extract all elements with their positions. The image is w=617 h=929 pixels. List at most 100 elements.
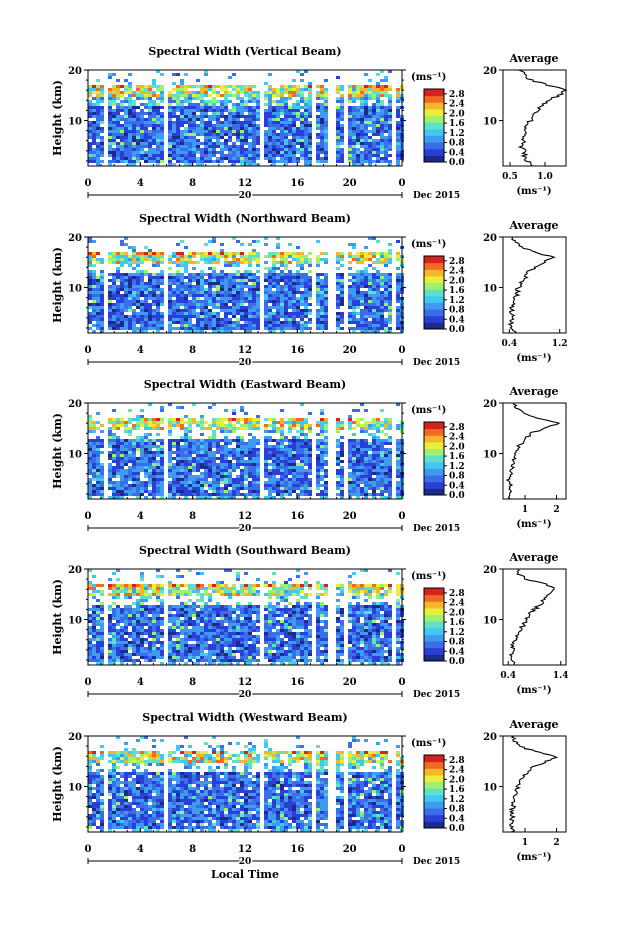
- heatmap-cell: [160, 85, 164, 88]
- heatmap-cell: [292, 130, 296, 133]
- heatmap-cell: [264, 267, 268, 270]
- heatmap-cell: [172, 261, 176, 264]
- heatmap-cell: [152, 490, 156, 493]
- heatmap-cell: [184, 445, 188, 448]
- heatmap-cell: [148, 327, 152, 330]
- heatmap-cell: [292, 288, 296, 291]
- heatmap-cell: [248, 109, 252, 112]
- heatmap-cell: [320, 412, 324, 415]
- heatmap-cell: [216, 321, 220, 324]
- heatmap-cell: [192, 118, 196, 121]
- heatmap-cell: [172, 439, 176, 442]
- heatmap-cell: [292, 145, 296, 148]
- heatmap-cell: [176, 115, 180, 118]
- heatmap-cell: [224, 97, 228, 100]
- heatmap-cell: [124, 439, 128, 442]
- heatmap-cell: [352, 321, 356, 324]
- heatmap-cell: [192, 327, 196, 330]
- heatmap-cell: [296, 252, 300, 255]
- heatmap-cell: [200, 97, 204, 100]
- heatmap-cell: [360, 312, 364, 315]
- heatmap-cell: [252, 466, 256, 469]
- heatmap-cell: [300, 264, 304, 267]
- heatmap-cell: [228, 157, 232, 160]
- heatmap-cell: [288, 469, 292, 472]
- heatmap-cell: [92, 127, 96, 130]
- heatmap-cell: [192, 112, 196, 115]
- heatmap-cell: [252, 148, 256, 151]
- heatmap-cell: [348, 318, 352, 321]
- heatmap-cell: [252, 112, 256, 115]
- heatmap-cell: [88, 148, 92, 151]
- heatmap-cell: [396, 327, 400, 330]
- heatmap-cell: [292, 306, 296, 309]
- heatmap-cell: [240, 136, 244, 139]
- heatmap-cell: [292, 490, 296, 493]
- heatmap-cell: [288, 279, 292, 282]
- heatmap-cell: [216, 466, 220, 469]
- heatmap-cell: [388, 70, 392, 73]
- heatmap-cell: [376, 297, 380, 300]
- heatmap-cell: [336, 145, 340, 148]
- heatmap-cell: [204, 490, 208, 493]
- heatmap-cell: [308, 294, 312, 297]
- heatmap-cell: [188, 478, 192, 481]
- heatmap-cell: [264, 439, 268, 442]
- heatmap-cell: [208, 496, 212, 499]
- heatmap-cell: [144, 475, 148, 478]
- heatmap-cell: [184, 163, 188, 166]
- colorbar-swatch: [424, 262, 444, 270]
- heatmap-cell: [292, 94, 296, 97]
- heatmap-cell: [380, 79, 384, 82]
- heatmap-cell: [152, 139, 156, 142]
- heatmap-cell: [372, 139, 376, 142]
- heatmap-cell: [124, 258, 128, 261]
- heatmap-cell: [160, 291, 164, 294]
- heatmap-cell: [264, 436, 268, 439]
- heatmap-cell: [236, 466, 240, 469]
- heatmap-cell: [132, 124, 136, 127]
- heatmap-cell: [368, 88, 372, 91]
- heatmap-cell: [348, 133, 352, 136]
- heatmap-cell: [192, 124, 196, 127]
- heatmap-cell: [280, 255, 284, 258]
- heatmap-cell: [212, 303, 216, 306]
- heatmap-cell: [384, 294, 388, 297]
- heatmap-cell: [192, 297, 196, 300]
- heatmap-cell: [352, 112, 356, 115]
- heatmap-cell: [168, 136, 172, 139]
- heatmap-cell: [116, 484, 120, 487]
- heatmap-cell: [284, 100, 288, 103]
- x-tick-label: 8: [189, 345, 196, 356]
- heatmap-cell: [120, 240, 124, 243]
- heatmap-cell: [120, 279, 124, 282]
- heatmap-cell: [184, 478, 188, 481]
- heatmap-cell: [144, 469, 148, 472]
- heatmap-cell: [224, 439, 228, 442]
- heatmap-cell: [148, 288, 152, 291]
- heatmap-cell: [240, 127, 244, 130]
- heatmap-cell: [136, 258, 140, 261]
- heatmap-cell: [188, 160, 192, 163]
- heatmap-cell: [284, 115, 288, 118]
- heatmap-cell: [384, 88, 388, 91]
- heatmap-cell: [112, 100, 116, 103]
- heatmap-cell: [188, 315, 192, 318]
- heatmap-cell: [208, 85, 212, 88]
- heatmap-cell: [132, 130, 136, 133]
- heatmap-cell: [388, 85, 392, 88]
- heatmap-cell: [324, 285, 328, 288]
- heatmap-cell: [172, 124, 176, 127]
- heatmap-cell: [132, 466, 136, 469]
- heatmap-cell: [208, 136, 212, 139]
- heatmap-cell: [388, 124, 392, 127]
- heatmap-cell: [248, 303, 252, 306]
- heatmap-cell: [124, 124, 128, 127]
- heatmap-cell: [184, 312, 188, 315]
- heatmap-cell: [244, 160, 248, 163]
- heatmap-cell: [276, 121, 280, 124]
- colorbar-tick-label: 2.4: [449, 267, 465, 277]
- heatmap-cell: [228, 273, 232, 276]
- heatmap-cell: [156, 309, 160, 312]
- heatmap-cell: [268, 115, 272, 118]
